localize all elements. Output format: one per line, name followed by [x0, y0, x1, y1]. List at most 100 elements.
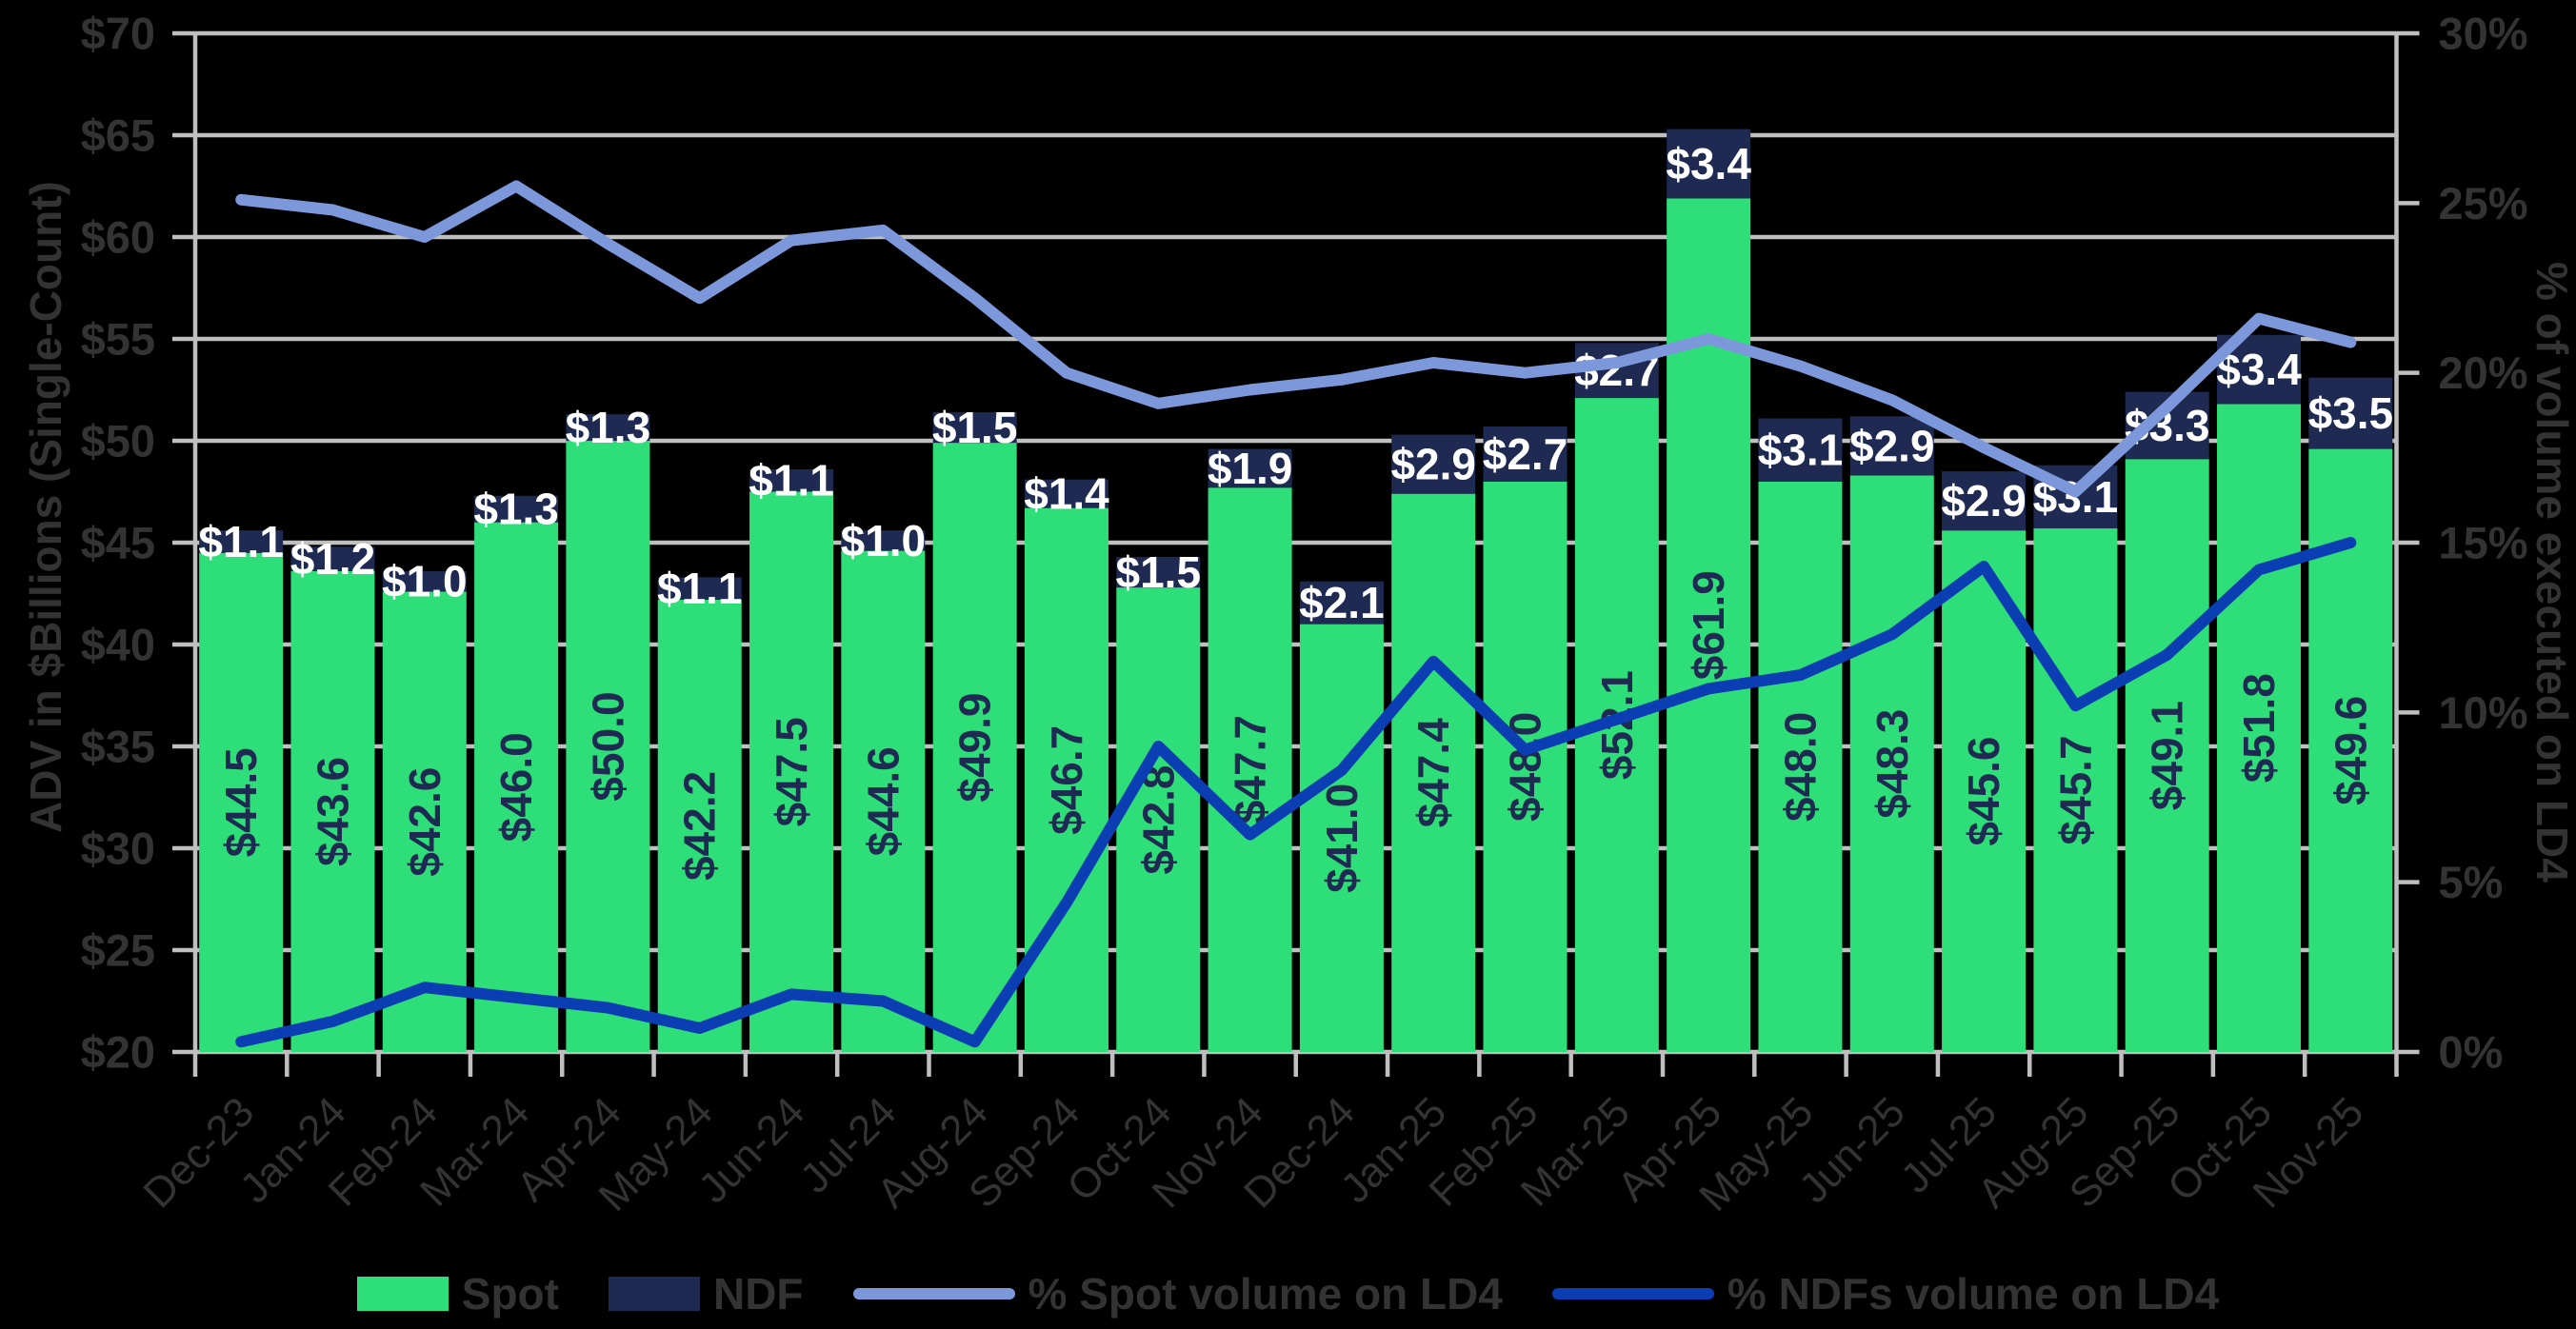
spot-value-label-Aug-25: $45.7 [2050, 735, 2100, 844]
svg-text:$40: $40 [81, 620, 155, 670]
ndf-value-label-Nov-25: $3.5 [2308, 388, 2394, 438]
bar-ndf-Nov-24 [1208, 448, 1292, 488]
ndf-value-label-Jun-25: $2.9 [1849, 421, 1935, 470]
bar-spot-Jul-24 [841, 550, 926, 1052]
bar-spot-Jan-25 [1391, 493, 1476, 1052]
spot-value-label-May-25: $48.0 [1775, 712, 1825, 822]
line-spot-volume-ld4 [235, 180, 2357, 498]
bar-spot-Dec-24 [1299, 624, 1384, 1052]
svg-text:30%: 30% [2439, 9, 2528, 59]
svg-text:15%: 15% [2439, 518, 2528, 568]
ndf-value-label-Aug-24: $1.5 [932, 403, 1018, 452]
bar-ndf-Jul-24 [841, 530, 926, 551]
right-axis-title: % of volume executed on LD4 [2527, 262, 2576, 883]
bar-ndf-Mar-24 [474, 495, 559, 523]
spot-value-label-Apr-24: $50.0 [583, 691, 632, 801]
legend-label-spot-ld4: % Spot volume on LD4 [1028, 1269, 1503, 1319]
legend-swatch-spot [356, 1277, 449, 1311]
bar-spot-Oct-24 [1116, 587, 1201, 1052]
spot-value-label-Sep-25: $49.1 [2143, 701, 2192, 810]
bar-ndf-Nov-25 [2308, 377, 2393, 449]
bar-ndf-Jul-25 [1942, 471, 2027, 531]
spot-value-label-Dec-23: $44.5 [216, 747, 266, 857]
svg-text:$60: $60 [81, 212, 155, 263]
bar-ndf-Jan-25 [1391, 434, 1476, 494]
ndf-value-label-Sep-24: $1.4 [1024, 469, 1109, 519]
svg-text:$50: $50 [81, 416, 155, 466]
legend-item-spot: Spot [356, 1268, 559, 1319]
spot-value-label-Feb-24: $42.6 [400, 767, 449, 877]
ndf-value-label-Feb-25: $2.7 [1483, 429, 1568, 479]
bar-ndf-Apr-24 [566, 414, 650, 441]
bar-ndf-Jun-24 [749, 468, 834, 492]
bar-ndf-Jan-24 [290, 546, 375, 571]
ndf-value-label-May-24: $1.1 [657, 564, 743, 613]
ndf-value-label-Apr-24: $1.3 [566, 403, 651, 452]
bar-ndf-May-25 [1758, 418, 1843, 482]
svg-text:Jun-25: Jun-25 [1790, 1088, 1914, 1212]
ndf-value-label-Jul-24: $1.0 [841, 516, 927, 565]
ndf-value-label-Feb-24: $1.0 [382, 557, 468, 606]
legend-swatch-spot-ld4 [852, 1288, 1015, 1299]
svg-text:$55: $55 [81, 314, 155, 365]
ndf-value-label-Dec-24: $2.1 [1299, 578, 1385, 627]
spot-value-label-Jan-24: $43.6 [308, 757, 357, 866]
bar-spot-Oct-25 [2217, 404, 2302, 1053]
spot-value-label-Jan-25: $47.4 [1408, 718, 1458, 828]
ndf-value-label-Jan-24: $1.2 [290, 534, 376, 584]
spot-value-label-Jul-25: $45.6 [1959, 737, 2008, 846]
svg-text:$35: $35 [81, 722, 155, 772]
ndf-value-label-Apr-25: $3.4 [1666, 139, 1751, 188]
svg-text:10%: 10% [2439, 687, 2528, 738]
ndf-value-label-May-25: $3.1 [1758, 426, 1844, 475]
bar-spot-Sep-24 [1024, 507, 1108, 1052]
bar-spot-Jun-24 [749, 491, 834, 1052]
bar-spot-Jan-24 [290, 570, 375, 1052]
left-axis-title: ADV in $Billions (Single-Count) [21, 181, 70, 833]
ndf-value-label-Oct-24: $1.5 [1116, 547, 1202, 597]
bar-spot-May-24 [657, 599, 742, 1052]
ndf-value-label-Dec-23: $1.1 [198, 517, 284, 566]
legend-label-ndf: NDF [712, 1269, 804, 1319]
spot-value-label-Oct-25: $51.8 [2234, 673, 2284, 783]
bars [199, 129, 2393, 1053]
bar-ndf-Dec-24 [1299, 581, 1384, 625]
bar-spot-Dec-23 [199, 552, 284, 1052]
legend-label-spot: Spot [461, 1269, 559, 1319]
svg-text:$20: $20 [81, 1027, 155, 1078]
bar-ndf-Aug-24 [932, 412, 1017, 444]
svg-text:0%: 0% [2439, 1027, 2504, 1078]
bar-spot-Jun-25 [1849, 475, 1934, 1052]
bar-spot-Aug-25 [2033, 528, 2118, 1052]
legend-label-ndfs-ld4: % NDFs volume on LD4 [1727, 1269, 2220, 1319]
bar-ndf-Jun-25 [1849, 416, 1934, 476]
spot-value-label-Aug-24: $49.9 [950, 693, 1000, 803]
spot-value-label-Jun-24: $47.5 [767, 717, 816, 826]
ndf-value-label-Mar-24: $1.3 [473, 485, 559, 534]
spot-value-label-Dec-24: $41.0 [1317, 784, 1367, 893]
spot-value-label-May-24: $42.2 [675, 771, 725, 881]
bar-ndf-Sep-24 [1024, 479, 1108, 508]
svg-text:$30: $30 [81, 823, 155, 874]
right-axis-tick-labels: 0% 5% 10% 15% 20% 25% 30% [2439, 9, 2528, 1078]
bar-ndf-Feb-24 [382, 570, 467, 592]
legend-item-spot-ld4: % Spot volume on LD4 [852, 1268, 1503, 1319]
bar-ndf-Oct-24 [1116, 556, 1201, 588]
svg-text:20%: 20% [2439, 347, 2528, 398]
ndf-value-label-Jun-24: $1.1 [749, 456, 834, 506]
bar-spot-Feb-24 [382, 591, 467, 1052]
legend-item-ndfs-ld4: % NDFs volume on LD4 [1551, 1268, 2220, 1319]
gridlines [195, 30, 2397, 1055]
ndf-value-label-Jan-25: $2.9 [1390, 440, 1476, 489]
svg-text:$45: $45 [81, 518, 155, 568]
chart-legend: Spot NDF % Spot volume on LD4 % NDFs vol… [0, 1268, 2576, 1319]
svg-text:$70: $70 [81, 9, 155, 59]
svg-text:25%: 25% [2439, 178, 2528, 228]
svg-text:Dec-23: Dec-23 [134, 1088, 263, 1217]
spot-value-label-Mar-24: $46.0 [491, 732, 541, 842]
left-axis-tick-labels: $20 $25 $30 $35 $40 $45 $50 $55 $60 $65 $70 [81, 9, 155, 1078]
bar-ndf-Dec-23 [199, 530, 284, 553]
bar-spot-Nov-24 [1208, 487, 1292, 1052]
